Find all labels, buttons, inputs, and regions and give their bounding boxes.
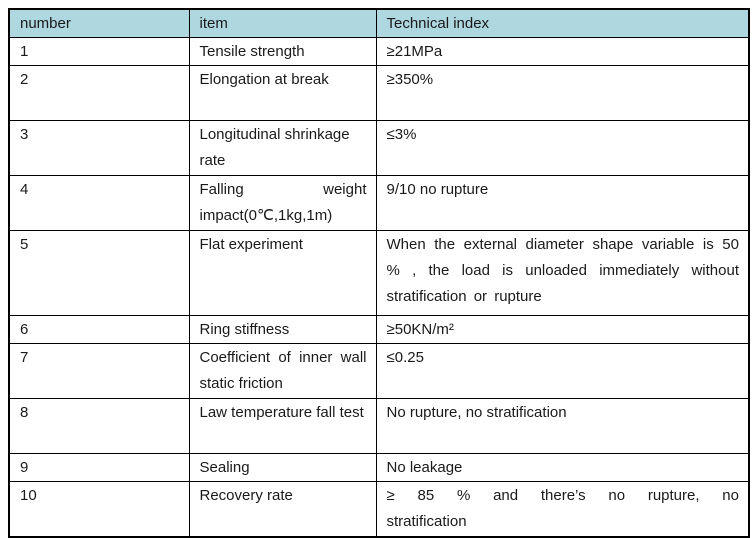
header-cell-item: item: [188, 8, 377, 38]
cell-number: 4: [8, 175, 190, 231]
table-row: 7 Coefficient of inner wall static frict…: [8, 343, 750, 399]
cell-number: 1: [8, 37, 190, 66]
cell-index: ≤3%: [375, 120, 750, 176]
header-cell-technical-index: Technical index: [375, 8, 750, 38]
cell-index: ≥350%: [375, 65, 750, 121]
spec-table-container: number item Technical index 1 Tensile st…: [8, 8, 750, 538]
table-row: 3 Longitudinal shrinkage rate ≤3%: [8, 120, 750, 176]
cell-item: Recovery rate: [188, 481, 377, 537]
cell-item: Tensile strength: [188, 37, 377, 66]
cell-index: ≥ 85 % and there’s no rupture, no strati…: [375, 481, 750, 537]
cell-item: Law temperature fall test: [188, 398, 377, 454]
table-row: 5 Flat experiment When the external diam…: [8, 230, 750, 316]
cell-item: Ring stiffness: [188, 315, 377, 344]
cell-index: ≥21MPa: [375, 37, 750, 66]
cell-number: 7: [8, 343, 190, 399]
cell-item: Longitudinal shrinkage rate: [188, 120, 377, 176]
cell-number: 8: [8, 398, 190, 454]
table-row: 2 Elongation at break ≥350%: [8, 65, 750, 121]
cell-index: When the external diameter shape variabl…: [375, 230, 750, 316]
table-row: 4 Falling weight impact(0℃,1kg,1m) 9/10 …: [8, 175, 750, 231]
technical-index-table: number item Technical index 1 Tensile st…: [8, 8, 750, 538]
cell-number: 5: [8, 230, 190, 316]
cell-number: 3: [8, 120, 190, 176]
table-row: 8 Law temperature fall test No rupture, …: [8, 398, 750, 454]
cell-item: Sealing: [188, 453, 377, 482]
table-row: 6 Ring stiffness ≥50KN/m²: [8, 315, 750, 344]
cell-number: 6: [8, 315, 190, 344]
cell-number: 9: [8, 453, 190, 482]
header-cell-number: number: [8, 8, 190, 38]
cell-item: Falling weight impact(0℃,1kg,1m): [188, 175, 377, 231]
cell-number: 10: [8, 481, 190, 537]
cell-index: ≤0.25: [375, 343, 750, 399]
table-row: 9 Sealing No leakage: [8, 453, 750, 482]
cell-index: No rupture, no stratification: [375, 398, 750, 454]
cell-item: Flat experiment: [188, 230, 377, 316]
table-header-row: number item Technical index: [8, 8, 750, 38]
cell-index: ≥50KN/m²: [375, 315, 750, 344]
cell-index: 9/10 no rupture: [375, 175, 750, 231]
cell-item: Coefficient of inner wall static frictio…: [188, 343, 377, 399]
table-row: 1 Tensile strength ≥21MPa: [8, 37, 750, 66]
cell-index: No leakage: [375, 453, 750, 482]
cell-number: 2: [8, 65, 190, 121]
cell-item: Elongation at break: [188, 65, 377, 121]
table-row: 10 Recovery rate ≥ 85 % and there’s no r…: [8, 481, 750, 537]
